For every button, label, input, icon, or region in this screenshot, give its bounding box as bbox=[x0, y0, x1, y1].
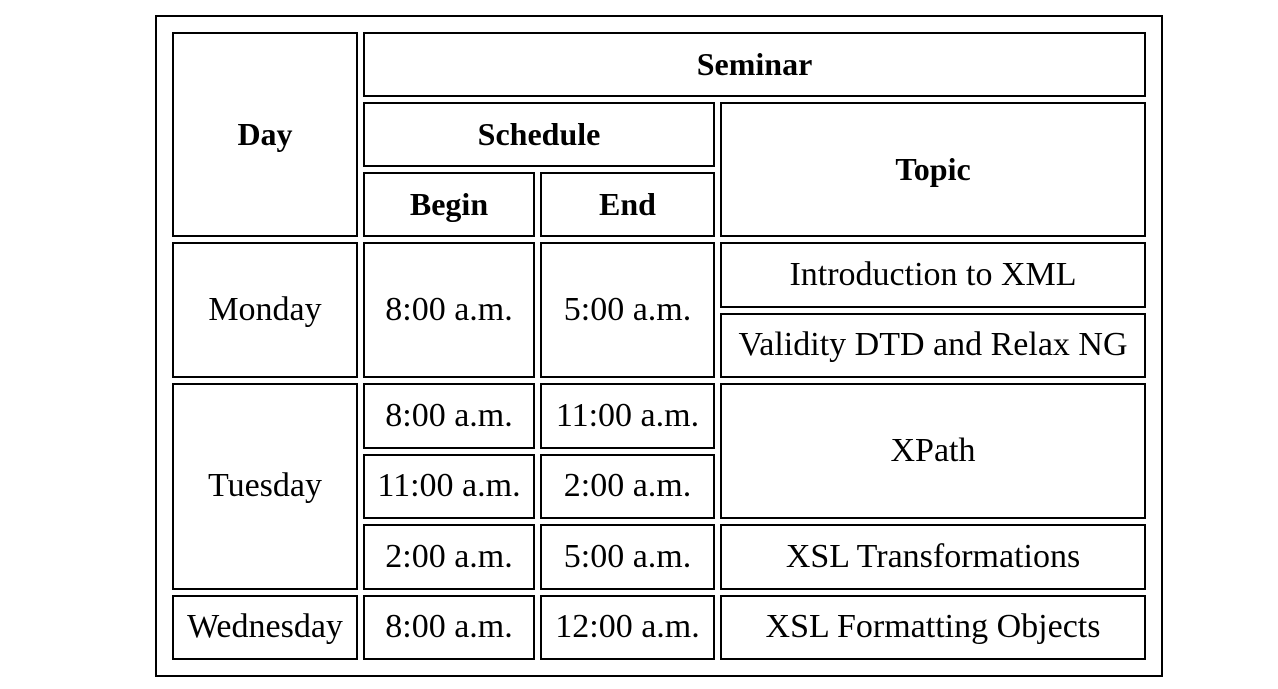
cell-begin: 8:00 a.m. bbox=[363, 242, 535, 378]
header-row-schedule: Schedule Topic bbox=[172, 102, 1147, 237]
cell-topic: XSL Formatting Objects bbox=[720, 594, 1147, 660]
table-row: 2:00 a.m. 5:00 a.m. XSL Transformations bbox=[172, 524, 1147, 590]
cell-topic: XPath bbox=[720, 383, 1147, 519]
cell-day-wednesday: Wednesday bbox=[172, 594, 358, 660]
header-begin: Begin bbox=[363, 172, 535, 237]
seminar-schedule-table: Day Seminar Schedule Topic Begin End Mon… bbox=[155, 15, 1164, 677]
cell-topic: Validity DTD and Relax NG bbox=[720, 312, 1147, 378]
cell-end: 5:00 a.m. bbox=[540, 242, 715, 378]
table-row: 11:00 a.m. 2:00 a.m. bbox=[172, 453, 1146, 519]
table-row: Wednesday 8:00 a.m. 12:00 a.m. XSL Forma… bbox=[172, 594, 1147, 660]
header-schedule: Schedule bbox=[363, 102, 715, 167]
cell-topic: Introduction to XML bbox=[720, 242, 1147, 308]
header-row-begin-end: Begin End bbox=[172, 172, 1146, 237]
header-day: Day bbox=[172, 32, 358, 237]
table-row: Tuesday 8:00 a.m. 11:00 a.m. XPath bbox=[172, 383, 1147, 590]
header-row-seminar: Day Seminar bbox=[172, 32, 1147, 237]
cell-day-tuesday: Tuesday bbox=[172, 383, 358, 590]
cell-begin: 2:00 a.m. bbox=[363, 524, 535, 590]
table-row: Validity DTD and Relax NG bbox=[172, 312, 1147, 378]
table-row: Monday 8:00 a.m. 5:00 a.m. Introduction … bbox=[172, 242, 1147, 378]
cell-end: 5:00 a.m. bbox=[540, 524, 715, 590]
cell-day-monday: Monday bbox=[172, 242, 358, 378]
cell-begin: 8:00 a.m. bbox=[363, 594, 535, 660]
cell-begin: 11:00 a.m. bbox=[363, 453, 535, 519]
cell-end: 2:00 a.m. bbox=[540, 453, 715, 519]
header-seminar: Seminar bbox=[363, 32, 1147, 97]
cell-begin: 8:00 a.m. bbox=[363, 383, 535, 449]
header-topic: Topic bbox=[720, 102, 1147, 237]
header-end: End bbox=[540, 172, 715, 237]
cell-topic: XSL Transformations bbox=[720, 524, 1147, 590]
cell-end: 12:00 a.m. bbox=[540, 594, 715, 660]
cell-end: 11:00 a.m. bbox=[540, 383, 715, 449]
